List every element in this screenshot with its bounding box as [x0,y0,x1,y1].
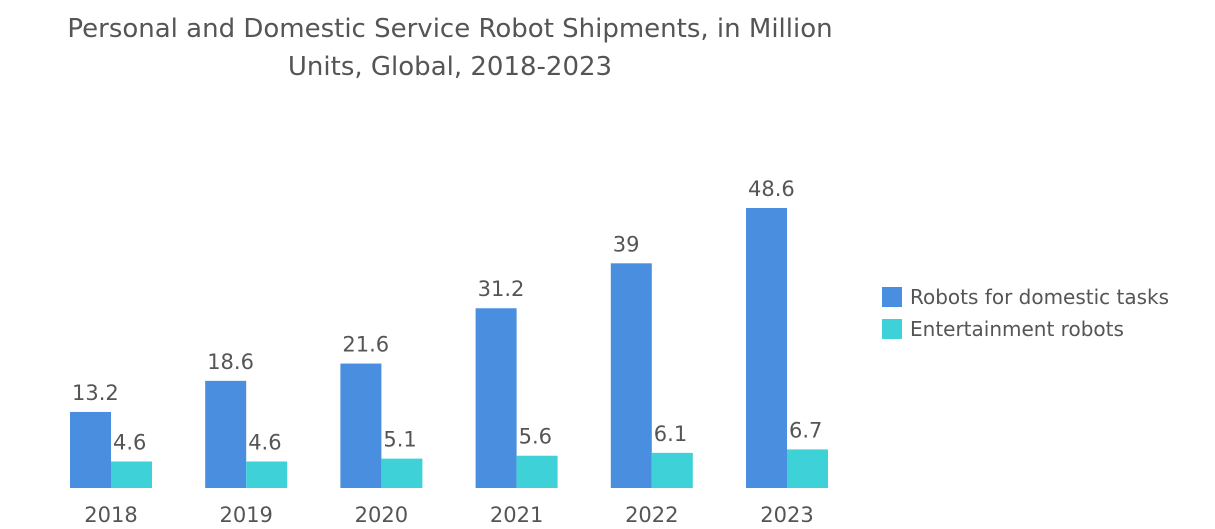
x-tick-label-2019: 2019 [219,503,272,527]
bar-entertainment-robots-2021 [516,455,558,488]
legend-label-entertainment: Entertainment robots [910,317,1124,341]
data-label-robots-for-domestic-tasks-2021: 31.2 [478,277,525,301]
bar-entertainment-robots-2023 [787,449,828,488]
bar-entertainment-robots-2019 [246,461,288,488]
bar-entertainment-robots-2018 [111,461,152,488]
bar-robots-for-domestic-tasks-2022 [610,263,652,488]
data-label-entertainment-robots-2022: 6.1 [654,422,687,446]
x-tick-label-2022: 2022 [625,503,678,527]
data-label-robots-for-domestic-tasks-2022: 39 [613,232,640,256]
data-label-entertainment-robots-2019: 4.6 [248,430,281,454]
bar-robots-for-domestic-tasks-2021 [475,308,517,488]
bar-robots-for-domestic-tasks-2020 [340,363,382,488]
x-tick-label-2023: 2023 [760,503,813,527]
chart-title: Personal and Domestic Service Robot Ship… [0,10,900,86]
data-label-robots-for-domestic-tasks-2019: 18.6 [207,350,254,374]
data-label-entertainment-robots-2018: 4.6 [113,430,146,454]
data-label-robots-for-domestic-tasks-2020: 21.6 [342,333,389,357]
bar-robots-for-domestic-tasks-2018 [70,411,111,488]
legend-item-entertainment: Entertainment robots [882,313,1169,345]
chart-title-line-1: Personal and Domestic Service Robot Ship… [67,14,833,44]
data-label-entertainment-robots-2023: 6.7 [789,418,822,442]
bar-robots-for-domestic-tasks-2023 [746,208,787,488]
chart-title-line-2: Units, Global, 2018-2023 [287,52,613,82]
chart-legend: Robots for domestic tasks Entertainment … [882,281,1169,345]
data-label-robots-for-domestic-tasks-2023: 48.6 [748,177,795,201]
bar-robots-for-domestic-tasks-2019 [205,380,247,488]
legend-label-domestic: Robots for domestic tasks [910,285,1170,309]
bar-entertainment-robots-2022 [651,452,693,488]
legend-swatch-entertainment [882,319,902,339]
x-tick-label-2020: 2020 [355,503,408,527]
x-tick-label-2018: 2018 [84,503,137,527]
legend-item-domestic: Robots for domestic tasks [882,281,1169,313]
data-label-entertainment-robots-2020: 5.1 [383,428,416,452]
data-label-entertainment-robots-2021: 5.6 [519,425,552,449]
data-label-robots-for-domestic-tasks-2018: 13.2 [72,381,119,405]
bar-entertainment-robots-2020 [381,458,423,488]
x-tick-label-2021: 2021 [490,503,543,527]
legend-swatch-domestic [882,287,902,307]
